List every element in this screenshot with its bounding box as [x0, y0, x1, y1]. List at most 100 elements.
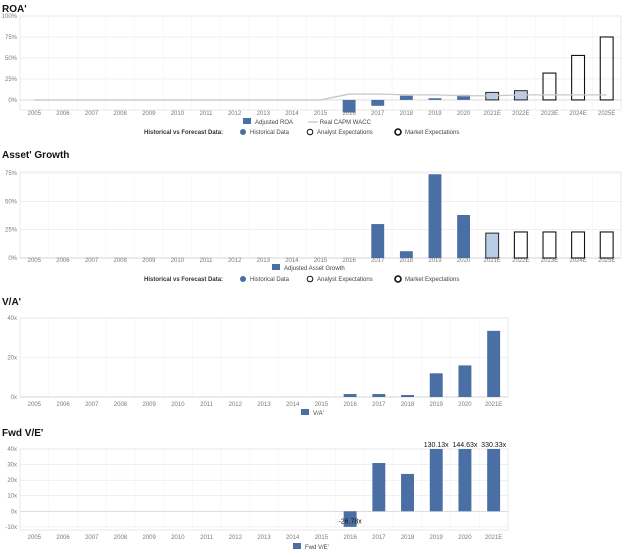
- x-tick-label: 2013: [257, 258, 271, 264]
- x-tick-label: 2018: [400, 111, 414, 117]
- x-tick-label: 2025E: [598, 111, 615, 117]
- data-label: 330.33x: [481, 442, 506, 449]
- x-tick-label: 2009: [142, 258, 156, 264]
- bar-analyst: [485, 232, 500, 259]
- legend-label: Adjusted Asset Growth: [284, 266, 345, 272]
- legend-swatch: [293, 543, 301, 549]
- x-tick-label: 2006: [56, 402, 70, 408]
- legend-dot-historical: [240, 276, 246, 282]
- y-tick-label: 0x: [11, 395, 17, 401]
- x-tick-label: 2017: [371, 111, 385, 117]
- x-tick-label: 2009: [142, 402, 156, 408]
- data-label: 130.13x: [424, 442, 449, 449]
- legend-label: Real CAPM WACC: [320, 120, 372, 126]
- x-tick-label: 2019: [430, 535, 444, 541]
- x-tick-label: 2019: [430, 402, 444, 408]
- plot-frame: [19, 15, 622, 111]
- x-tick-label: 2014: [285, 258, 299, 264]
- x-tick-label: 2016: [343, 535, 357, 541]
- y-tick-label: 20x: [7, 356, 17, 362]
- x-tick-label: 2023E: [541, 111, 558, 117]
- bar-historical: [343, 394, 357, 397]
- legend-dot-historical: [240, 129, 246, 135]
- bar-market: [571, 231, 586, 259]
- y-tick-label: 100%: [2, 14, 18, 20]
- x-tick-label: 2005: [28, 535, 42, 541]
- x-tick-label: 2021E: [484, 111, 501, 117]
- x-tick-label: 2012: [229, 535, 243, 541]
- x-tick-label: 2018: [401, 535, 415, 541]
- data-label: -26.78x: [338, 518, 362, 525]
- x-tick-label: 2007: [85, 111, 99, 117]
- bar-historical: [372, 394, 386, 397]
- plot-frame: [19, 171, 622, 259]
- bar-historical: [399, 251, 413, 258]
- x-tick-label: 2008: [114, 535, 128, 541]
- x-tick-label: 2006: [56, 111, 70, 117]
- x-tick-label: 2017: [372, 402, 386, 408]
- x-tick-label: 2020: [457, 111, 471, 117]
- bar-historical: [399, 95, 413, 100]
- x-tick-label: 2005: [28, 111, 42, 117]
- x-tick-label: 2014: [286, 535, 300, 541]
- legend-dot-market: [394, 275, 402, 283]
- x-tick-label: 2009: [142, 535, 156, 541]
- chart-title: Asset' Growth: [2, 150, 69, 161]
- x-tick-label: 2005: [28, 402, 42, 408]
- bar-historical: [428, 174, 442, 258]
- bar-market: [599, 36, 614, 101]
- x-tick-label: 2024E: [569, 111, 586, 117]
- x-tick-label: 2013: [257, 402, 271, 408]
- y-tick-label: 30x: [7, 463, 17, 469]
- y-tick-label: 0%: [8, 98, 17, 104]
- data-label: 144.63x: [452, 442, 477, 449]
- x-tick-label: 2021E: [485, 402, 502, 408]
- forecast-legend-label: Analyst Expectations: [317, 277, 373, 283]
- forecast-legend-label: Market Expectations: [405, 277, 459, 283]
- bar-historical: [458, 365, 472, 397]
- x-tick-label: 2021E: [484, 258, 501, 264]
- x-tick-label: 2014: [286, 402, 300, 408]
- x-tick-label: 2007: [85, 402, 99, 408]
- x-tick-label: 2007: [85, 258, 99, 264]
- x-tick-label: 2011: [200, 258, 214, 264]
- forecast-legend-label: Historical Data: [250, 277, 290, 283]
- y-tick-label: 50%: [5, 199, 18, 205]
- x-tick-label: 2011: [200, 535, 214, 541]
- legend-dot-analyst: [306, 128, 314, 136]
- x-tick-label: 2013: [257, 111, 271, 117]
- x-tick-label: 2007: [85, 535, 99, 541]
- chart-fwdve: Fwd V/E' -10x 0x 10x 20x 30x 40x 2005 2006 2007 20…: [2, 428, 509, 551]
- bar-historical: [342, 99, 356, 113]
- bar-historical: [487, 330, 501, 397]
- x-tick-label: 2015: [315, 402, 329, 408]
- y-tick-label: 10x: [7, 494, 17, 500]
- wacc-line: [34, 93, 607, 101]
- x-tick-label: 2016: [342, 111, 356, 117]
- x-tick-label: 2005: [28, 258, 42, 264]
- legend-dot-analyst: [306, 275, 314, 283]
- x-tick-label: 2024E: [569, 258, 586, 264]
- chart-title: V/A': [2, 297, 21, 308]
- legend-label: Fwd V/E': [305, 545, 329, 551]
- x-tick-label: 2017: [371, 258, 385, 264]
- y-tick-label: 40x: [7, 447, 17, 453]
- forecast-legend-label: Historical Data: [250, 130, 290, 136]
- x-tick-label: 2015: [314, 111, 328, 117]
- y-tick-label: 0%: [8, 256, 17, 262]
- forecast-legend-label: Market Expectations: [405, 130, 459, 136]
- bar-historical: [458, 449, 472, 512]
- bar-historical: [372, 463, 386, 512]
- x-tick-label: 2018: [401, 402, 415, 408]
- bar-market: [571, 54, 586, 101]
- x-tick-label: 2010: [171, 258, 185, 264]
- y-tick-label: -10x: [5, 525, 17, 531]
- x-tick-label: 2020: [458, 402, 472, 408]
- chart-growth: Asset' Growth 0% 25% 50% 75% 2005 2006 2007 2008…: [2, 150, 622, 283]
- legend-swatch: [301, 409, 309, 415]
- x-tick-label: 2012: [228, 258, 242, 264]
- chart-title: ROA': [2, 4, 27, 15]
- x-tick-label: 2008: [113, 111, 127, 117]
- x-tick-label: 2010: [171, 111, 185, 117]
